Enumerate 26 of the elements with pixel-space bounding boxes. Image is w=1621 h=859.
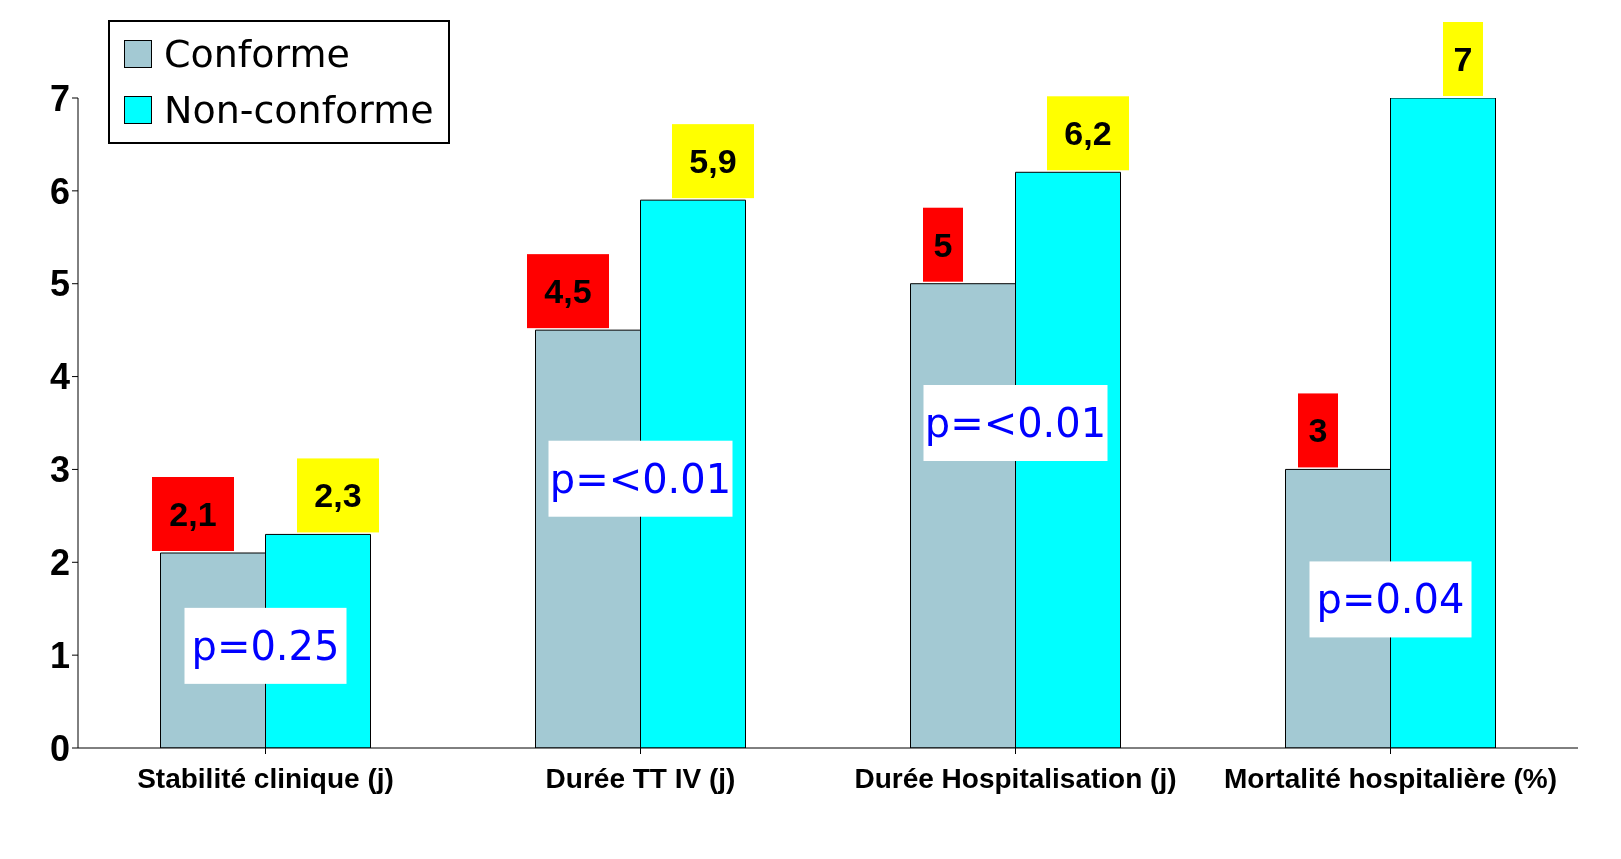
y-tick-label: 0 <box>49 727 70 769</box>
x-tick-label: Durée TT IV (j) <box>545 762 736 794</box>
y-tick-label: 1 <box>49 634 70 676</box>
x-tick-label: Mortalité hospitalière (%) <box>1224 762 1557 794</box>
annotation: p=<0.01 <box>549 455 732 502</box>
data-label: 2,1 <box>169 495 217 533</box>
data-label: 5 <box>933 225 953 264</box>
x-tick-label: Durée Hospitalisation (j) <box>854 762 1177 794</box>
annotation: p=0.04 <box>1316 576 1465 623</box>
y-tick-label: 2 <box>49 542 70 584</box>
y-tick-label: 5 <box>49 263 70 305</box>
annotation: p=<0.01 <box>924 400 1107 446</box>
legend-label: Conforme <box>164 32 350 76</box>
data-label: 4,5 <box>544 272 592 311</box>
data-label: 3 <box>1308 411 1328 450</box>
data-label: 6,2 <box>1064 114 1112 153</box>
annotation: p=0.25 <box>191 622 340 669</box>
data-label: 2,3 <box>314 476 362 515</box>
legend-label: Non-conforme <box>164 88 434 132</box>
data-label: 7 <box>1453 40 1473 78</box>
y-tick-label: 6 <box>49 170 70 212</box>
data-label: 5,9 <box>689 142 737 181</box>
x-tick-label: Stabilité clinique (j) <box>137 762 394 794</box>
y-tick-label: 7 <box>49 77 70 119</box>
y-tick-label: 4 <box>49 356 70 398</box>
y-tick-label: 3 <box>49 449 70 491</box>
